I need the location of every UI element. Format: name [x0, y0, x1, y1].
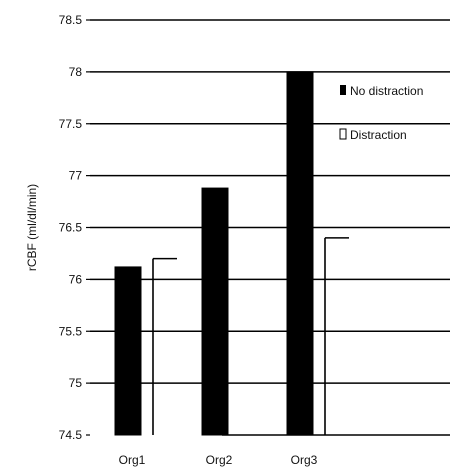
- y-tick-label: 77: [69, 169, 83, 183]
- legend-label-no-distraction: No distraction: [350, 84, 423, 98]
- category-label: Org1: [119, 453, 146, 467]
- y-tick-label: 78.5: [59, 13, 83, 27]
- y-tick-label: 75.5: [59, 324, 83, 338]
- category-label: Org2: [206, 453, 233, 467]
- bars: [114, 71, 349, 436]
- legend: No distraction Distraction: [339, 84, 423, 142]
- category-label: Org3: [291, 453, 318, 467]
- y-axis-label: rCBF (ml/dl/min): [25, 184, 39, 271]
- labels: rCBF (ml/dl/min) Org1 Org2 Org3: [25, 184, 318, 467]
- grid-layer: [90, 19, 450, 384]
- legend-swatch-no-distraction: [340, 85, 346, 95]
- y-tick-label: 76: [69, 272, 83, 286]
- bar: [114, 266, 142, 436]
- legend-swatch-distraction: [339, 128, 347, 140]
- bar: [201, 187, 229, 436]
- legend-label-distraction: Distraction: [350, 128, 407, 142]
- bar: [286, 71, 314, 436]
- y-tick-label: 74.5: [59, 428, 83, 442]
- y-tick-label: 78: [69, 65, 83, 79]
- y-tick-label: 77.5: [59, 117, 83, 131]
- y-tick-label: 75: [69, 376, 83, 390]
- y-axis: 74.5 75 75.5 76 76.5 77 77.5 78 78.5: [59, 13, 450, 442]
- y-tick-label: 76.5: [59, 221, 83, 235]
